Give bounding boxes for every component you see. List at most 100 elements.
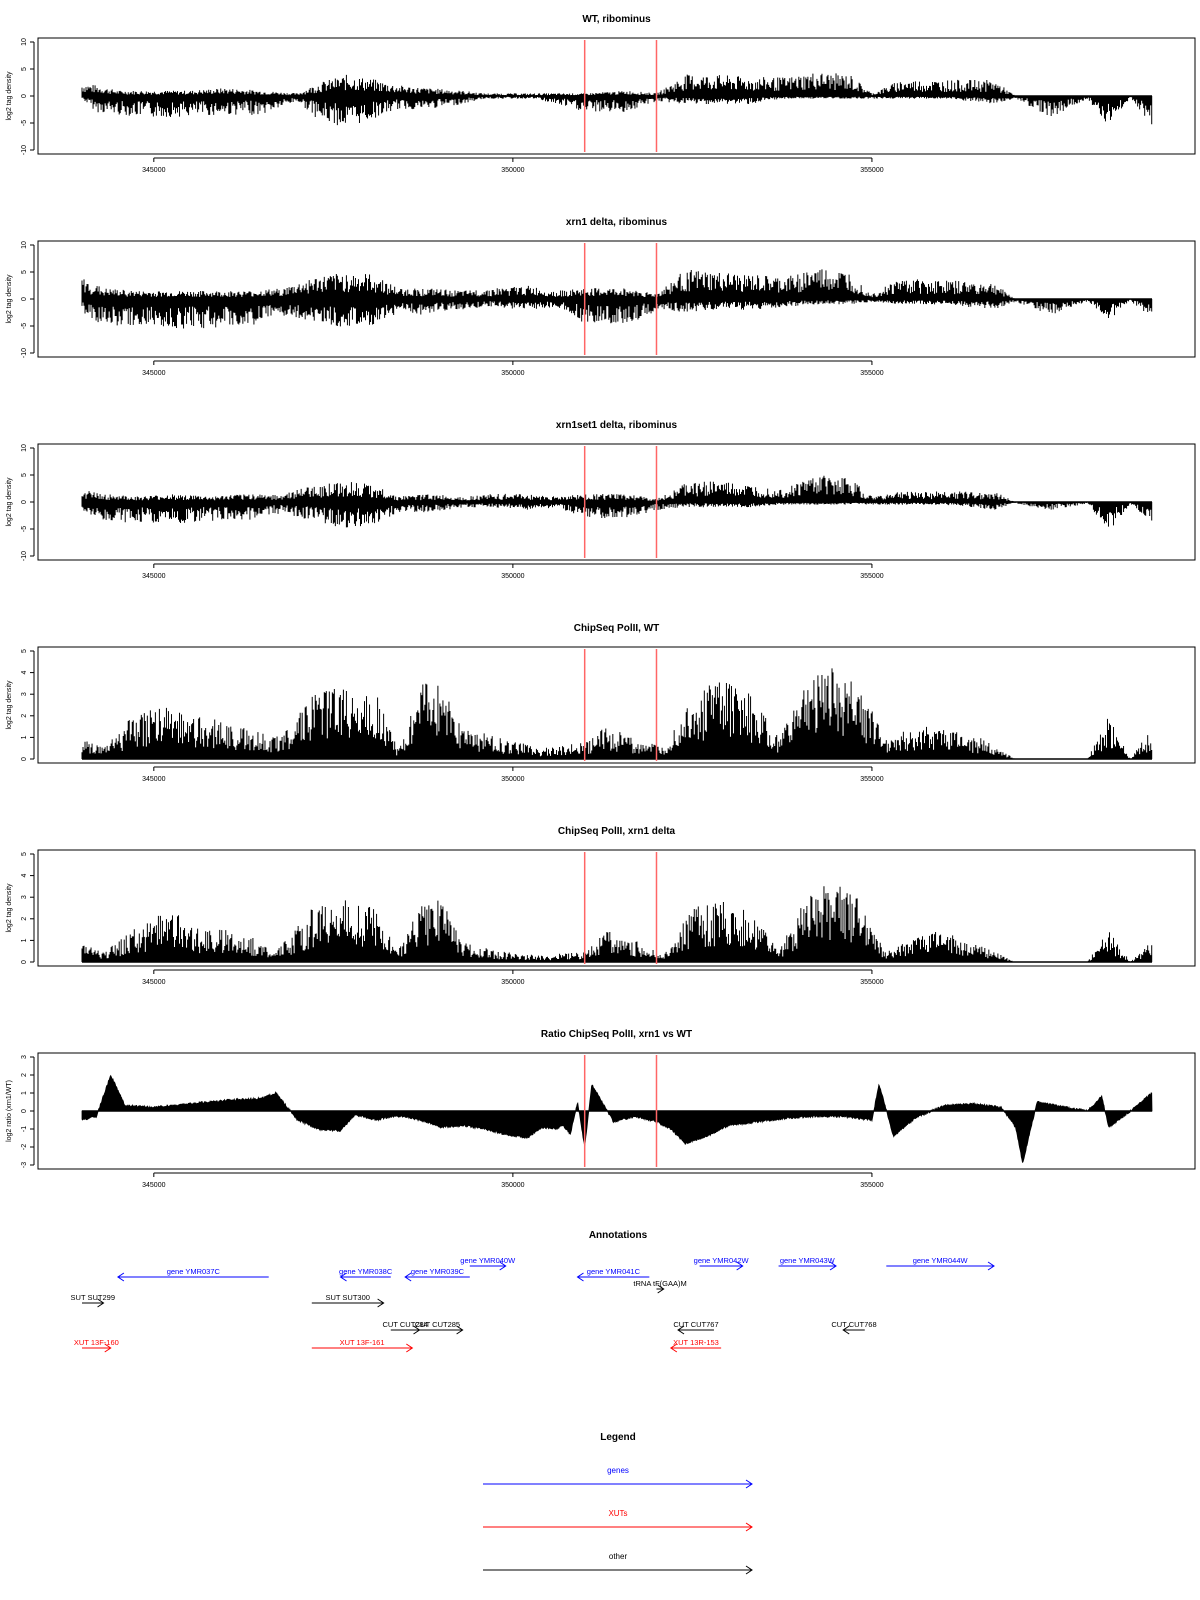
x-tick-label: 350000 xyxy=(501,979,524,986)
annotation-label: XUT 13F-160 xyxy=(74,1338,119,1347)
annotation-label: gene YMR039C xyxy=(411,1267,465,1276)
track-panel-3: xrn1set1 delta, ribominus -10 -5 0 5 10 log2 t… xyxy=(6,420,1196,580)
y-tick-label: 10 xyxy=(21,38,28,46)
legend-item: genes xyxy=(483,1466,753,1489)
feature-arrow-head xyxy=(104,1343,112,1353)
y-tick-label: -3 xyxy=(21,1162,28,1168)
y-tick-label: -5 xyxy=(21,323,28,329)
x-tick-label: 350000 xyxy=(501,1182,524,1189)
density-bars xyxy=(81,668,1153,759)
plot-frame xyxy=(37,849,1196,967)
feature-arrow-head xyxy=(842,1325,850,1335)
y-tick-label: 3 xyxy=(21,1055,28,1059)
annotation-feature: XUT 13R-153 xyxy=(669,1338,722,1353)
feature-arrow-head xyxy=(736,1261,744,1271)
y-tick-label: 0 xyxy=(21,757,28,761)
legend-label: other xyxy=(609,1552,628,1561)
feature-arrow-head xyxy=(745,1522,753,1532)
plot-frame xyxy=(37,646,1196,764)
y-tick-label: 0 xyxy=(21,960,28,964)
y-tick-label: 5 xyxy=(21,67,28,71)
annotation-feature: gene YMR040W xyxy=(460,1256,516,1271)
annotation-feature: gene YMR042W xyxy=(694,1256,750,1271)
feature-arrow-head xyxy=(576,1272,584,1282)
annotation-label: gene YMR038C xyxy=(339,1267,393,1276)
feature-arrow-head xyxy=(97,1298,105,1308)
feature-arrow-head xyxy=(987,1261,995,1271)
y-tick-label: -10 xyxy=(21,145,28,155)
y-tick-label: 5 xyxy=(21,270,28,274)
annotation-feature: gene YMR037C xyxy=(117,1267,269,1282)
feature-arrow-head xyxy=(829,1261,837,1271)
y-tick-label: 0 xyxy=(21,94,28,98)
y-tick-label: -1 xyxy=(21,1126,28,1132)
y-tick-label: 0 xyxy=(21,297,28,301)
x-tick-label: 355000 xyxy=(860,370,883,377)
y-tick-label: 3 xyxy=(21,692,28,696)
annotation-label: gene YMR042W xyxy=(694,1256,750,1265)
track-panel-2: xrn1 delta, ribominus -10 -5 0 5 10 log2 tag d… xyxy=(6,217,1196,377)
feature-arrow-head xyxy=(117,1272,125,1282)
annotation-feature: gene YMR039C xyxy=(404,1267,470,1282)
x-tick-label: 355000 xyxy=(860,1182,883,1189)
plot-frame xyxy=(37,1052,1196,1170)
y-tick-label: 10 xyxy=(21,241,28,249)
x-tick-label: 345000 xyxy=(142,1182,165,1189)
track-title: Ratio ChipSeq PolII, xrn1 vs WT xyxy=(541,1029,692,1040)
x-tick-label: 355000 xyxy=(860,167,883,174)
legend-item: other xyxy=(483,1552,753,1575)
annotation-feature: gene YMR043W xyxy=(778,1256,837,1271)
feature-arrow-head xyxy=(404,1272,412,1282)
legend: Legend genes XUTs other xyxy=(483,1432,753,1575)
feature-arrow-head xyxy=(669,1343,678,1353)
feature-arrow-head xyxy=(456,1325,464,1335)
y-tick-label: 4 xyxy=(21,671,28,675)
y-axis-label: log2 tag density xyxy=(6,71,13,121)
y-tick-label: 2 xyxy=(21,1073,28,1077)
x-tick-label: 350000 xyxy=(501,167,524,174)
legend-title: Legend xyxy=(600,1432,636,1443)
y-tick-label: 2 xyxy=(21,714,28,718)
x-tick-label: 345000 xyxy=(142,573,165,580)
annotation-label: gene YMR041C xyxy=(587,1267,641,1276)
track-panel-4: ChipSeq PolII, WT 0 1 2 3 4 5 log2 tag density 3… xyxy=(6,623,1196,783)
y-tick-label: -2 xyxy=(21,1144,28,1150)
y-tick-label: 1 xyxy=(21,1091,28,1095)
x-tick-label: 345000 xyxy=(142,370,165,377)
feature-arrow-head xyxy=(406,1343,414,1353)
x-tick-label: 345000 xyxy=(142,776,165,783)
annotation-label: CUT CUT284 xyxy=(383,1320,428,1329)
y-tick-label: -10 xyxy=(21,348,28,358)
annotation-feature: gene YMR044W xyxy=(886,1256,995,1271)
y-tick-label: 5 xyxy=(21,473,28,477)
track-panel-5: ChipSeq PolII, xrn1 delta 0 1 2 3 4 5 log2 tag … xyxy=(6,826,1196,986)
density-bars xyxy=(81,269,1153,329)
y-tick-label: 1 xyxy=(21,735,28,739)
x-tick-label: 345000 xyxy=(142,979,165,986)
ratio-area xyxy=(81,1074,1153,1164)
annotation-feature: CUT CUT767 xyxy=(673,1320,719,1335)
annotation-label: CUT CUT768 xyxy=(831,1320,876,1329)
x-tick-label: 355000 xyxy=(860,776,883,783)
x-tick-label: 355000 xyxy=(860,573,883,580)
y-tick-label: -5 xyxy=(21,526,28,532)
y-tick-label: 10 xyxy=(21,444,28,452)
y-tick-label: 5 xyxy=(21,649,28,653)
annotation-feature: tRNA tF(GAA)M xyxy=(633,1279,687,1294)
annotation-label: XUT 13R-153 xyxy=(673,1338,719,1347)
annotation-label: gene YMR044W xyxy=(913,1256,969,1265)
feature-arrow-head xyxy=(745,1565,753,1575)
feature-arrow-head xyxy=(657,1284,665,1294)
plot-frame xyxy=(37,37,1196,155)
y-tick-label: -10 xyxy=(21,551,28,561)
feature-arrow-head xyxy=(377,1298,385,1308)
track-title: xrn1set1 delta, ribominus xyxy=(556,420,678,431)
annotation-label: SUT SUT300 xyxy=(325,1293,369,1302)
y-axis-label: log2 ratio (xrn1/WT) xyxy=(6,1080,13,1142)
track-title: ChipSeq PolII, WT xyxy=(574,623,660,634)
annotation-label: CUT CUT285 xyxy=(415,1320,460,1329)
annotation-feature: XUT 13F-161 xyxy=(311,1338,414,1353)
annotation-label: gene YMR040W xyxy=(460,1256,516,1265)
density-bars xyxy=(81,886,1153,962)
